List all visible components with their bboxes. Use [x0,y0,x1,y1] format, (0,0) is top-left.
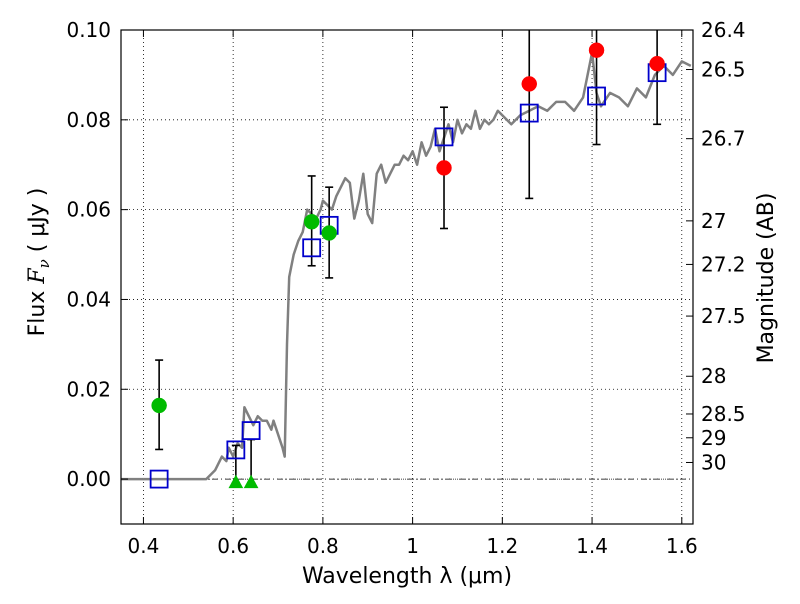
observed-flux-point [151,397,167,414]
x-tick-label: 1.6 [666,534,698,558]
y-axis-label-left: Flux Fν ( μJy ) [25,188,53,337]
x-tick-label: 1 [406,534,419,558]
observed-flux-point [321,225,337,241]
observed-flux-point [649,55,665,72]
markers [149,42,667,489]
observed-flux-point [588,42,605,58]
model-photometry-square [434,127,454,147]
right-tick-label: 26.7 [701,127,746,151]
right-tick-label: 27 [701,209,726,233]
model-spectrum [121,51,692,481]
y-tick-label: 0.04 [66,287,111,311]
x-tick-label: 0.6 [217,534,249,558]
right-tick-label: 27.5 [701,304,746,328]
x-tick-label: 1.2 [486,534,518,558]
y-tick-label: 0.06 [66,198,111,222]
observed-flux-point [436,160,452,176]
model-photometry-square [519,103,539,123]
upper-limit-triangle [243,474,259,489]
tick-labels: 0.4 0.6 0.8 1 1.2 1.4 1.6 0.00 0.02 0.04 0.06 0.08 0… [66,18,745,558]
right-tick-label: 26.4 [701,18,746,42]
y-tick-label: 0.10 [66,18,111,42]
tick-marks [121,29,693,524]
x-tick-label: 1.4 [576,534,608,558]
y-tick-label: 0.00 [66,467,111,491]
observed-flux-point [521,76,538,92]
y-tick-label: 0.08 [66,108,111,132]
model-photometry-square [587,86,606,106]
x-tick-label: 0.4 [128,534,160,558]
x-axis-label: Wavelength λ (μm) [302,564,512,589]
model-photometry-square [226,440,246,460]
observed-flux-point [303,214,320,230]
right-tick-label: 30 [701,450,726,474]
model-photometry-square [241,421,261,440]
upper-limit-triangle [228,474,244,489]
spectrum-line [121,51,692,481]
right-tick-label: 27.2 [701,252,746,276]
plot-frame [120,29,694,525]
right-tick-label: 28.5 [701,402,746,426]
right-tick-label: 29 [701,426,726,450]
right-tick-label: 28 [701,364,726,388]
y-tick-label: 0.02 [66,377,111,401]
right-tick-label: 26.5 [701,58,746,82]
x-tick-label: 0.8 [307,534,339,558]
y-axis-label-right: Magnitude (AB) [754,193,779,364]
model-photometry-square [149,469,169,489]
model-photometry-square [302,238,322,258]
